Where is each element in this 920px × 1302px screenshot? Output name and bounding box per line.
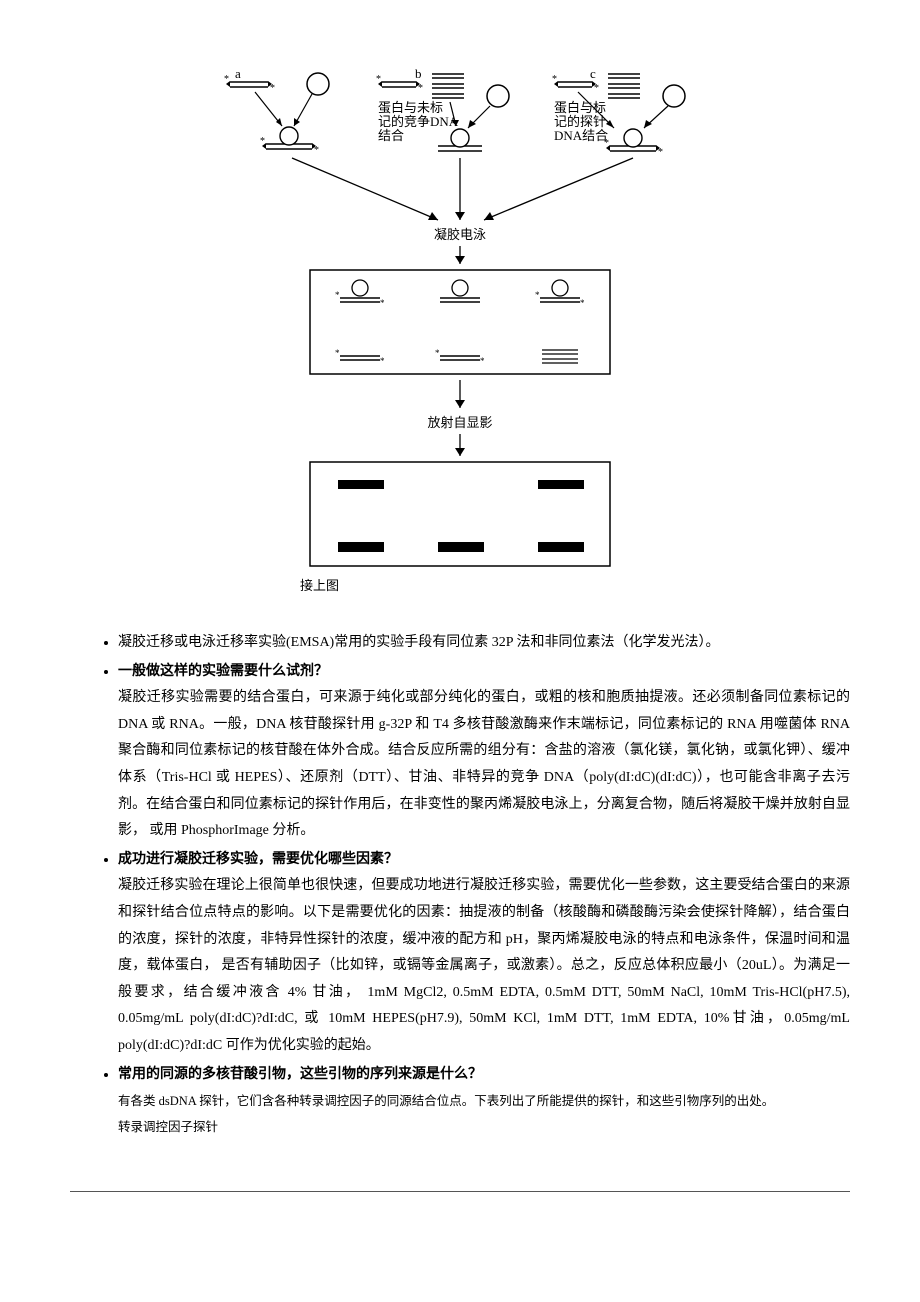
bullet-3: 成功进行凝胶迁移实验，需要优化哪些因素？ 凝胶迁移实验在理论上很简单也很快速，但… [118,847,850,1060]
panel-c-complex: * * [604,129,663,158]
svg-text:*: * [658,147,663,158]
autoradiography-label: 放射自显影 [427,415,492,430]
panel-c-bind-text2: 记的探针 [554,114,606,129]
svg-text:*: * [552,74,557,85]
bullet-1-text: 凝胶迁移或电泳迁移率实验(EMSA)常用的实验手段有同位素 32P 法和非同位素… [118,630,850,657]
footer-divider [70,1191,850,1192]
panel-c-bind-text3: DNA结合 [554,128,608,143]
panel-a-labeled-dna: * * [224,74,275,94]
svg-text:*: * [224,74,229,85]
continue-label: 接上图 [300,578,339,593]
svg-text:*: * [380,356,385,366]
panel-c-unlabeled-dna [608,74,640,98]
svg-text:*: * [260,136,265,147]
panel-b-protein [487,85,509,107]
band-a-bottom [338,542,384,552]
svg-text:*: * [376,74,381,85]
svg-text:*: * [535,290,540,300]
svg-text:*: * [604,138,609,149]
svg-text:*: * [270,83,275,94]
bullet-2: 一般做这样的实验需要什么试剂？ 凝胶迁移实验需要的结合蛋白，可来源于纯化或部分纯… [118,659,850,845]
panel-b-complex [438,129,482,151]
svg-text:*: * [380,298,385,308]
emsa-svg: a b c * * * * * * [200,60,720,600]
panel-b-bind-text3: 结合 [378,128,404,143]
svg-text:*: * [418,83,423,94]
panel-b-competitor-dna [432,74,464,98]
svg-text:*: * [335,348,340,358]
panel-a-complex: * * [260,127,319,156]
svg-text:*: * [594,83,599,94]
svg-text:*: * [335,290,340,300]
main-bullet-list: 凝胶迁移或电泳迁移率实验(EMSA)常用的实验手段有同位素 32P 法和非同位素… [70,630,850,1141]
panel-b-bind-text1: 蛋白与未标 [378,100,443,115]
panel-b-bind-text2: 记的竞争DNA [378,114,459,129]
panel-c-label: c [590,66,596,81]
band-c-top [538,480,584,489]
bullet-4-question: 常用的同源的多核苷酸引物，这些引物的序列来源是什么？ [118,1067,482,1082]
emsa-diagram: a b c * * * * * * [200,60,720,600]
panel-c-protein [663,85,685,107]
band-b-bottom [438,542,484,552]
band-a-top [338,480,384,489]
svg-text:*: * [580,298,585,308]
panel-b-label: b [415,66,422,81]
panel-a-label: a [235,66,241,81]
svg-text:*: * [314,145,319,156]
bullet-2-question: 一般做这样的实验需要什么试剂？ [118,664,328,679]
panel-a-protein [307,73,329,95]
svg-text:*: * [435,348,440,358]
bullet-4: 常用的同源的多核苷酸引物，这些引物的序列来源是什么？ 有各类 dsDNA 探针，… [118,1062,850,1141]
arrow-c-to-gel [484,158,633,220]
band-c-bottom [538,542,584,552]
bullet-4-body1: 有各类 dsDNA 探针，它们含各种转录调控因子的同源结合位点。下表列出了所能提… [118,1088,850,1114]
arrow-a-to-gel [292,158,438,220]
bullet-3-question: 成功进行凝胶迁移实验，需要优化哪些因素？ [118,852,398,867]
bullet-3-body: 凝胶迁移实验在理论上很简单也很快速，但要成功地进行凝胶迁移实验，需要优化一些参数… [118,873,850,1059]
bullet-4-body2: 转录调控因子探针 [118,1114,850,1140]
bullet-2-body: 凝胶迁移实验需要的结合蛋白，可来源于纯化或部分纯化的蛋白，或粗的核和胞质抽提液。… [118,685,850,845]
bullet-1: 凝胶迁移或电泳迁移率实验(EMSA)常用的实验手段有同位素 32P 法和非同位素… [118,630,850,657]
electrophoresis-label: 凝胶电泳 [434,227,486,242]
svg-text:*: * [480,356,485,366]
